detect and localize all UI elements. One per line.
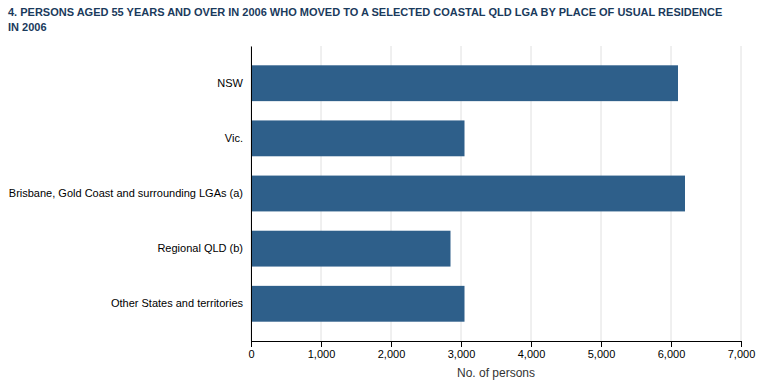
value-tick-label: 4,000 [518,348,546,360]
category-label: NSW [217,77,243,89]
grid [251,46,741,341]
value-axis-line [252,342,742,348]
grid-line [741,46,742,341]
bar [251,176,685,212]
category-label: Brisbane, Gold Coast and surrounding LGA… [9,187,243,199]
chart-container: 4. PERSONS AGED 55 YEARS AND OVER IN 200… [0,0,765,385]
category-label: Other States and territories [111,297,244,309]
bar [251,231,451,267]
value-tick: 6,000 [658,341,686,360]
category-label: Vic. [225,132,243,144]
bars [251,65,685,321]
bar [251,120,465,156]
plot-area: 0 1,000 2,000 3,000 4,000 5,000 6,000 7,000 NSW V… [9,46,755,360]
value-tick-mark [251,341,252,347]
category-tick: Brisbane, Gold Coast and surrounding LGA… [9,187,251,199]
subtitle: IN 2006 [8,21,47,33]
value-tick-label: 3,000 [448,348,476,360]
bar [251,65,678,101]
value-tick: 5,000 [588,341,616,360]
category-tick: Regional QLD (b) [157,242,251,254]
value-axis: 0 1,000 2,000 3,000 4,000 5,000 6,000 7,000 [248,341,755,360]
x-axis-title: No. of persons [457,366,535,380]
value-tick-mark [391,341,392,347]
value-tick: 0 [248,341,254,360]
value-tick: 7,000 [728,341,756,360]
value-tick-label: 1,000 [308,348,336,360]
value-tick: 1,000 [308,341,336,360]
value-tick-mark [531,341,532,347]
value-tick-mark [671,341,672,347]
category-tick: Other States and territories [111,297,251,309]
chart-svg: 4. PERSONS AGED 55 YEARS AND OVER IN 200… [0,0,765,385]
value-tick-mark [741,341,742,347]
value-tick-label: 0 [248,348,254,360]
value-tick-label: 6,000 [658,348,686,360]
title: 4. PERSONS AGED 55 YEARS AND OVER IN 200… [8,6,722,18]
category-label: Regional QLD (b) [157,242,243,254]
category-tick: NSW [217,77,251,89]
value-tick-mark [321,341,322,347]
category-axis-line [251,47,252,342]
value-tick-mark [461,341,462,347]
value-tick-label: 2,000 [378,348,406,360]
value-tick-mark [601,341,602,347]
value-tick: 2,000 [378,341,406,360]
grid-line [251,46,252,341]
value-tick: 3,000 [448,341,476,360]
value-tick-label: 5,000 [588,348,616,360]
value-tick: 4,000 [518,341,546,360]
category-axis: NSW Vic. Brisbane, Gold Coast and surround… [9,47,252,342]
bar [251,286,465,322]
category-tick: Vic. [225,132,251,144]
value-tick-label: 7,000 [728,348,756,360]
